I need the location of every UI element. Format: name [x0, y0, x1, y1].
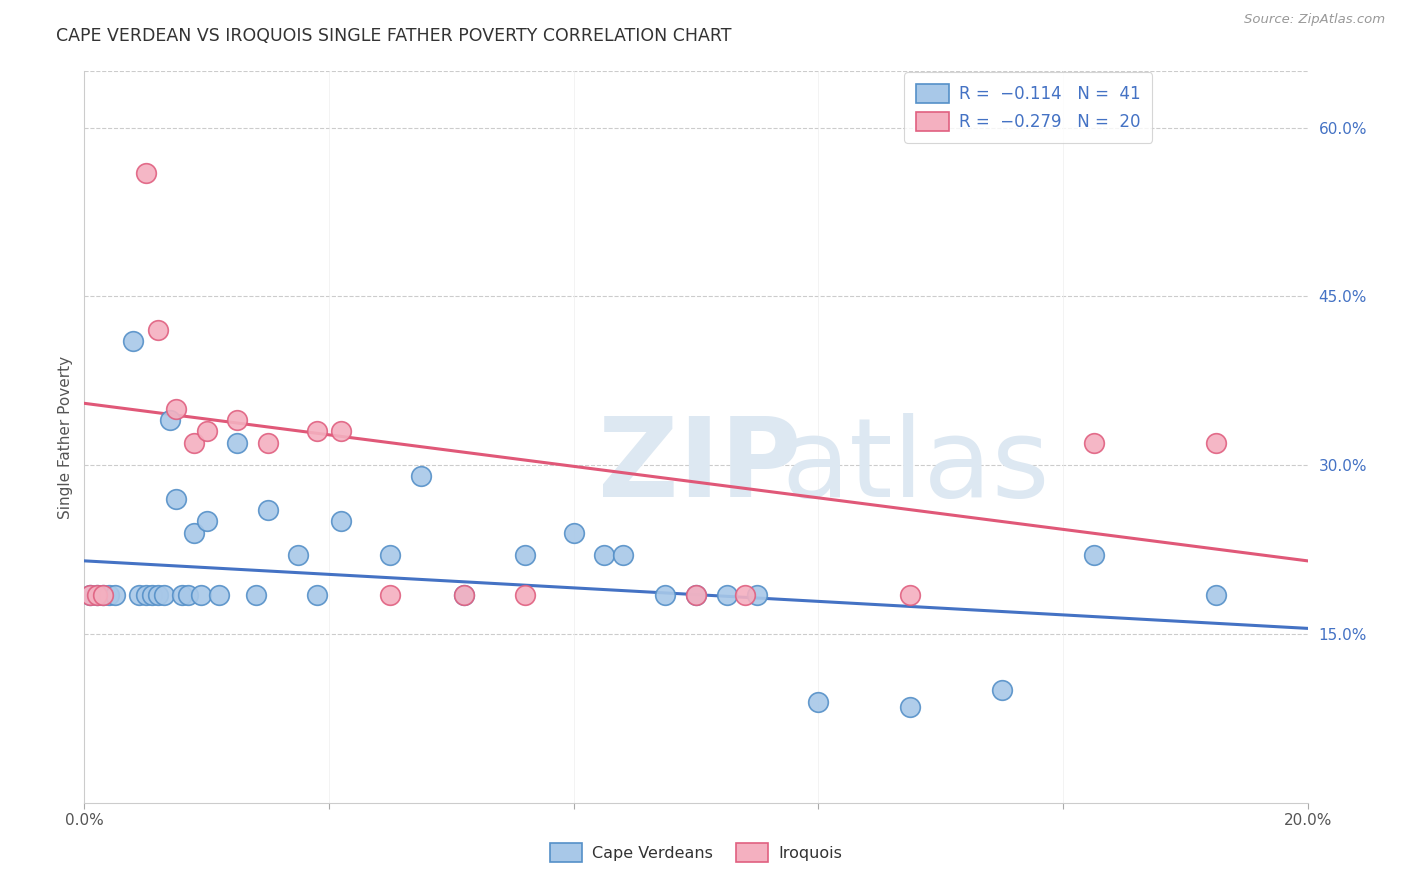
Point	[177, 588, 200, 602]
Point	[97, 588, 120, 602]
Y-axis label: Single Father Poverty: Single Father Poverty	[58, 356, 73, 518]
Point	[141, 588, 163, 602]
Point	[122, 334, 145, 349]
Point	[146, 588, 169, 602]
Point	[1083, 548, 1105, 562]
Point	[86, 588, 108, 602]
Point	[734, 588, 756, 602]
Point	[195, 425, 218, 439]
Point	[287, 548, 309, 562]
Legend: Cape Verdeans, Iroquois: Cape Verdeans, Iroquois	[544, 837, 848, 868]
Text: CAPE VERDEAN VS IROQUOIS SINGLE FATHER POVERTY CORRELATION CHART: CAPE VERDEAN VS IROQUOIS SINGLE FATHER P…	[56, 27, 731, 45]
Point	[453, 588, 475, 602]
Point	[305, 425, 328, 439]
Point	[1205, 588, 1227, 602]
Text: Source: ZipAtlas.com: Source: ZipAtlas.com	[1244, 13, 1385, 27]
Point	[513, 588, 536, 602]
Point	[128, 588, 150, 602]
Point	[685, 588, 707, 602]
Point	[159, 413, 181, 427]
Point	[208, 588, 231, 602]
Point	[183, 435, 205, 450]
Point	[226, 413, 249, 427]
Point	[991, 683, 1014, 698]
Point	[305, 588, 328, 602]
Point	[716, 588, 738, 602]
Point	[91, 588, 114, 602]
Point	[86, 588, 108, 602]
Point	[226, 435, 249, 450]
Point	[1205, 435, 1227, 450]
Point	[612, 548, 634, 562]
Point	[1083, 435, 1105, 450]
Point	[513, 548, 536, 562]
Point	[183, 525, 205, 540]
Point	[172, 588, 194, 602]
Point	[330, 425, 353, 439]
Point	[685, 588, 707, 602]
Point	[165, 491, 187, 506]
Point	[453, 588, 475, 602]
Point	[245, 588, 267, 602]
Point	[380, 588, 402, 602]
Point	[135, 588, 157, 602]
Point	[165, 401, 187, 416]
Point	[257, 503, 280, 517]
Point	[190, 588, 212, 602]
Point	[562, 525, 585, 540]
Point	[195, 515, 218, 529]
Text: ZIP: ZIP	[598, 413, 801, 520]
Point	[747, 588, 769, 602]
Point	[898, 700, 921, 714]
Point	[146, 323, 169, 337]
Text: atlas: atlas	[782, 413, 1050, 520]
Point	[898, 588, 921, 602]
Point	[104, 588, 127, 602]
Point	[79, 588, 101, 602]
Point	[153, 588, 176, 602]
Point	[91, 588, 114, 602]
Point	[654, 588, 676, 602]
Point	[257, 435, 280, 450]
Point	[380, 548, 402, 562]
Point	[409, 469, 432, 483]
Point	[807, 694, 830, 708]
Point	[79, 588, 101, 602]
Point	[593, 548, 616, 562]
Point	[135, 166, 157, 180]
Point	[330, 515, 353, 529]
